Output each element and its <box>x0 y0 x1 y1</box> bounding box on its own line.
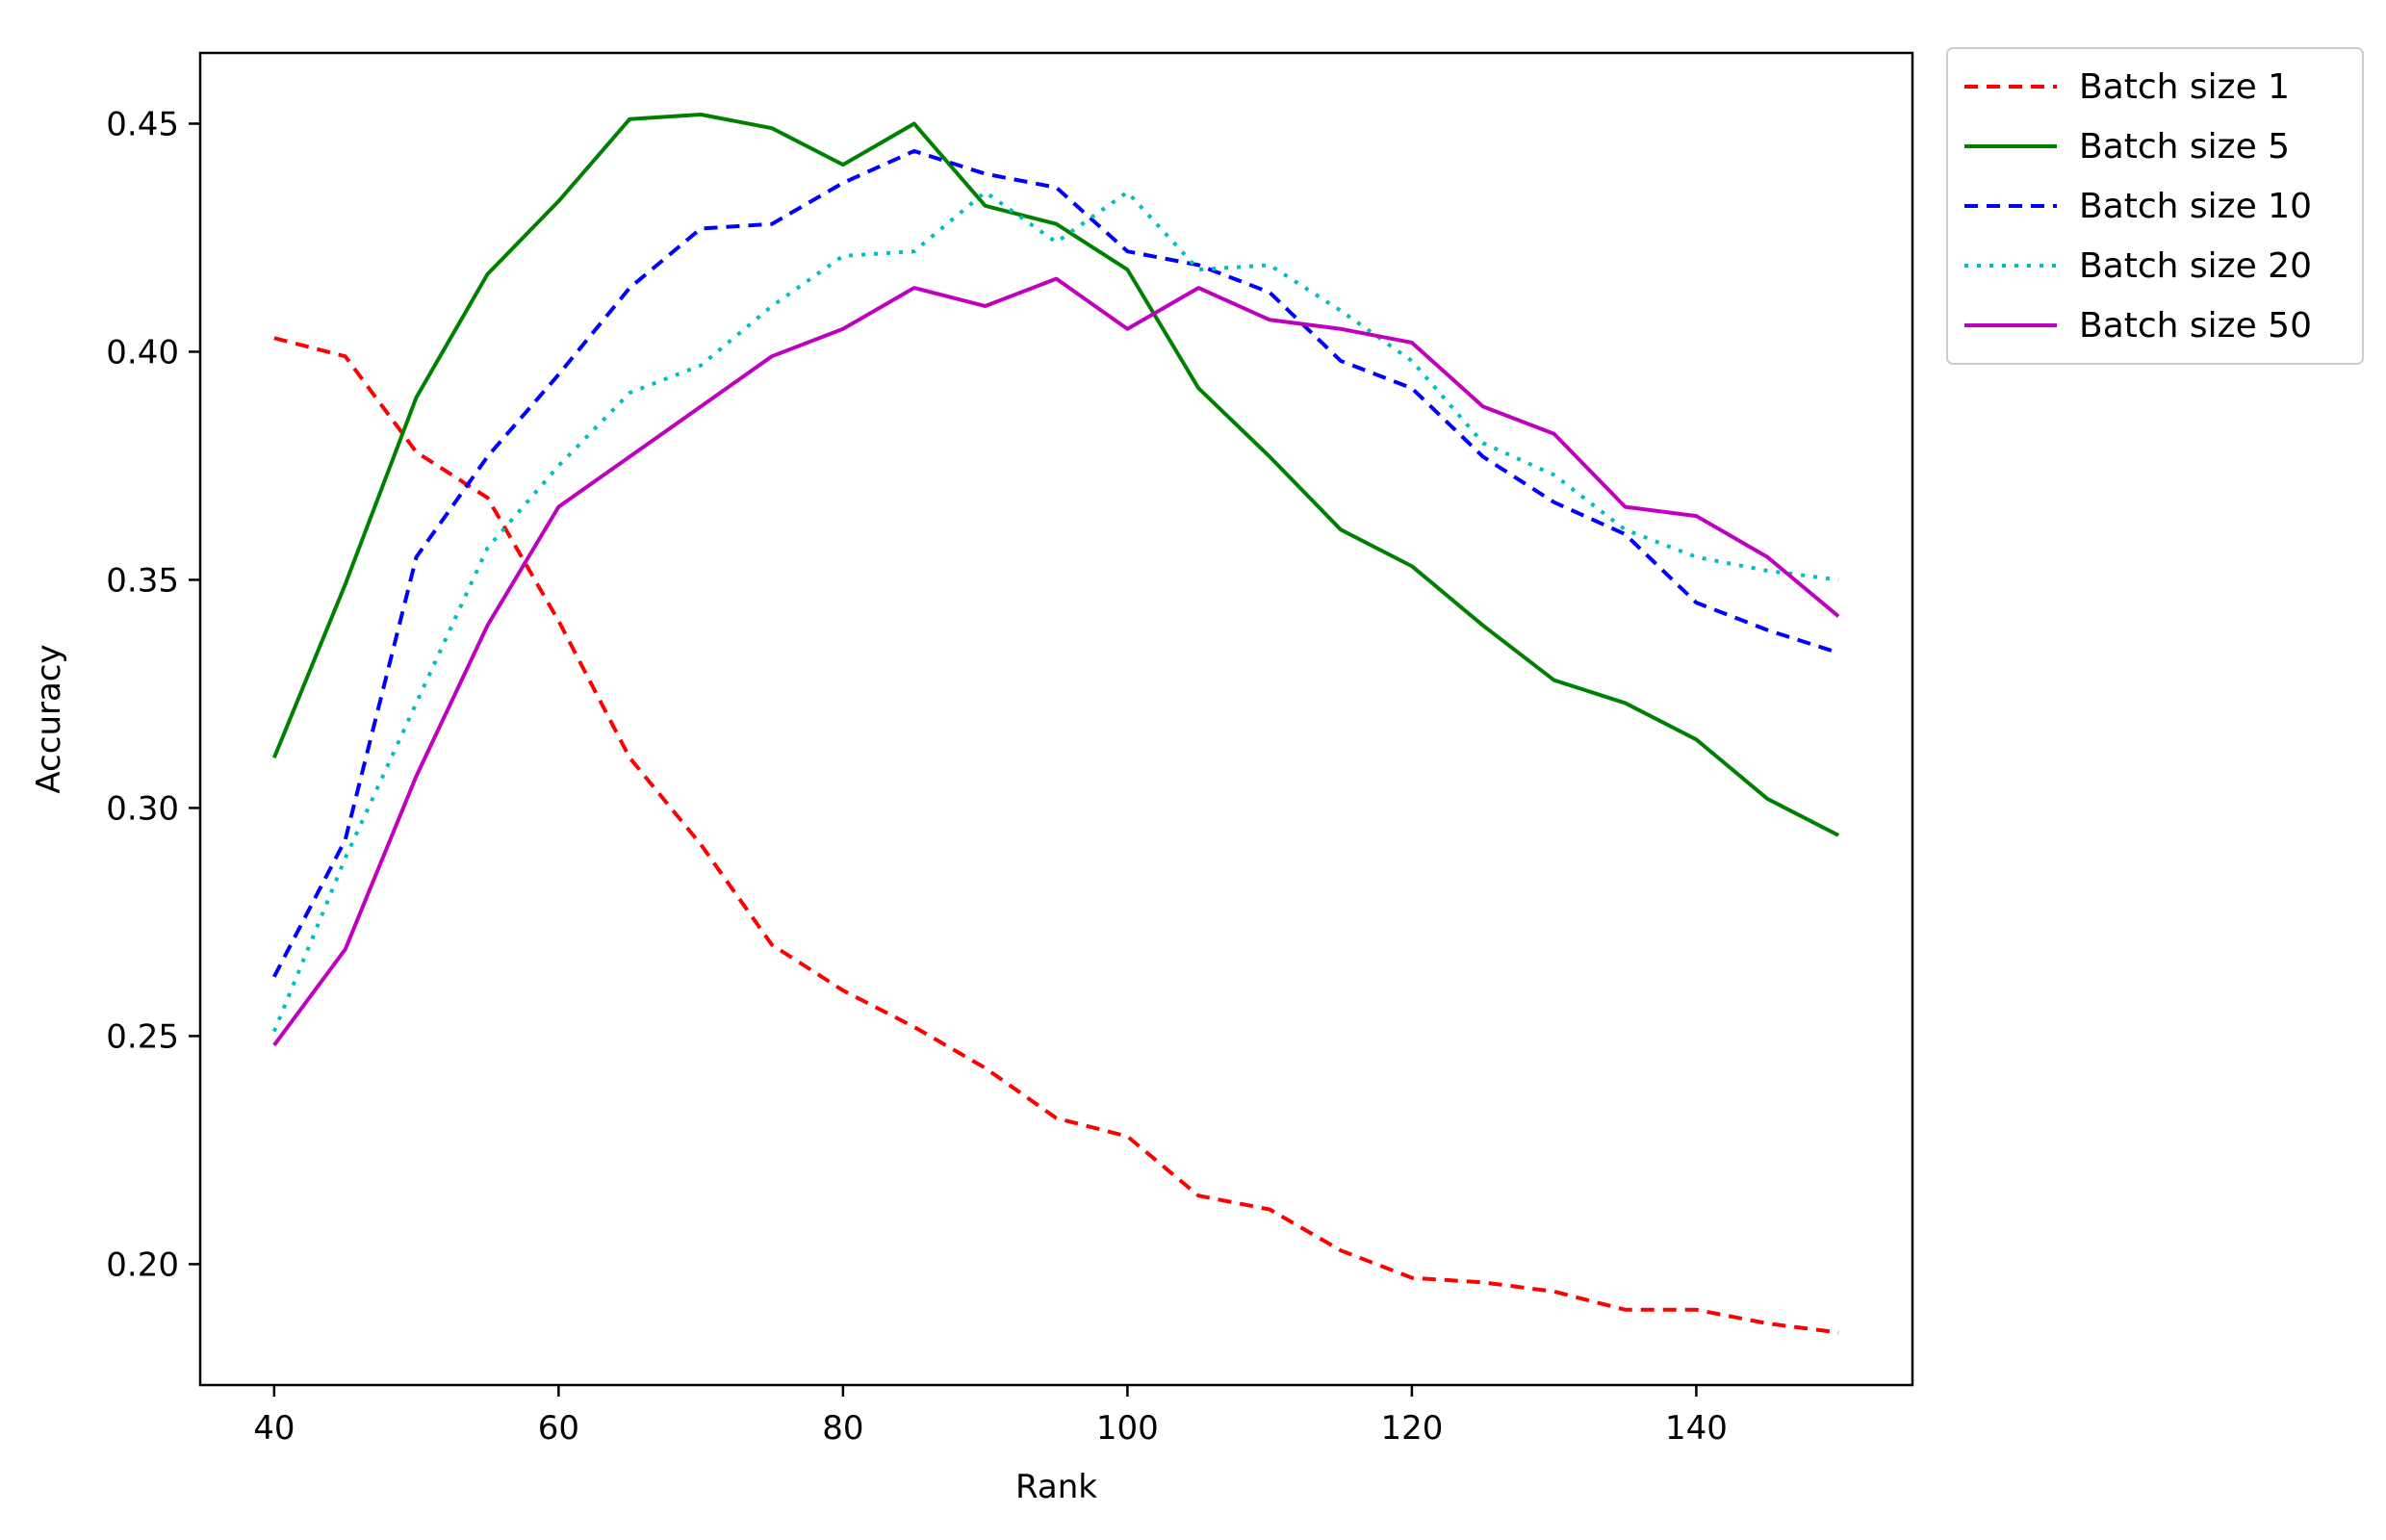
x-axis-label: Rank <box>1015 1468 1097 1506</box>
x-tick-label: 60 <box>538 1409 579 1448</box>
axes: 40 60 80 100 120 140 0.20 0.25 0.30 0.35 0.40 0.45 <box>106 51 1914 1448</box>
x-tick-label: 80 <box>822 1409 863 1448</box>
x-tick-label: 120 <box>1380 1409 1443 1448</box>
y-tick-label: 0.35 <box>106 561 179 600</box>
series-line-2 <box>271 112 1840 837</box>
x-tick-label: 140 <box>1665 1409 1728 1448</box>
y-axis-label: Accuracy <box>30 644 68 793</box>
legend-label-5: Batch size 50 <box>2079 306 2312 346</box>
series-line-1 <box>273 336 1839 1335</box>
series-line-5 <box>272 276 1840 1047</box>
legend-label-3: Batch size 10 <box>2079 187 2312 226</box>
axes-frame <box>198 51 1914 1387</box>
legend-label-1: Batch size 1 <box>2079 67 2290 107</box>
y-tick-label: 0.40 <box>106 333 179 372</box>
x-tick-label: 40 <box>253 1409 295 1448</box>
series-line-3 <box>272 148 1839 978</box>
legend-box <box>1946 47 2364 365</box>
legend-label-2: Batch size 5 <box>2079 127 2290 167</box>
y-tick-label: 0.20 <box>106 1245 179 1284</box>
series-line-4 <box>271 190 1839 1033</box>
x-tick-label: 100 <box>1096 1409 1159 1448</box>
y-tick-label: 0.45 <box>106 105 179 143</box>
legend-label-4: Batch size 20 <box>2079 246 2312 286</box>
legend: Batch size 1 Batch size 5 Batch size 10 Bat… <box>1946 47 2364 365</box>
y-tick-label: 0.30 <box>106 789 179 828</box>
plot-area <box>271 112 1840 1335</box>
y-tick-label: 0.25 <box>106 1017 179 1056</box>
